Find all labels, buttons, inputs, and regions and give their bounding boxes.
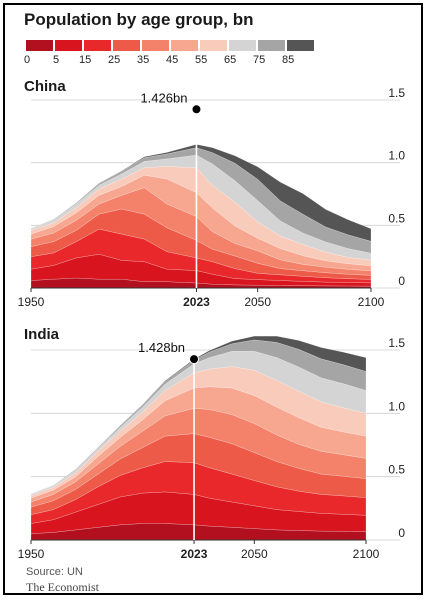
india-y-tick-label: 1.0	[388, 399, 405, 413]
china-y-tick-label: 1.0	[388, 149, 405, 163]
legend-swatch-35	[142, 40, 169, 51]
legend-tick-0: 0	[24, 54, 31, 66]
china-panel-title: China	[24, 78, 66, 95]
india-panel-title: India	[24, 326, 60, 343]
china-area-age-85	[30, 144, 372, 242]
india-x-tick-label: 1950	[18, 547, 45, 561]
india-marker-dot	[189, 354, 200, 365]
legend-tick-85: 85	[282, 54, 295, 66]
china-marker-label: 1.426bn	[140, 90, 187, 105]
china-x-tick-label: 1950	[18, 295, 45, 309]
legend-swatch-55	[200, 40, 227, 51]
legend-tick-65: 65	[224, 54, 237, 66]
legend-swatch-5	[55, 40, 82, 51]
china-y-tick-label: 0	[398, 274, 405, 288]
legend-swatch-65	[229, 40, 256, 51]
legend-tick-5: 5	[53, 54, 60, 66]
india-y-tick-label: 1.5	[388, 336, 405, 350]
figure-title: Population by age group, bn	[24, 10, 254, 29]
legend-swatch-25	[113, 40, 140, 51]
legend-tick-25: 25	[108, 54, 121, 66]
legend-tick-45: 45	[166, 54, 179, 66]
legend-tick-55: 55	[195, 54, 208, 66]
legend-swatch-0	[26, 40, 53, 51]
legend-tick-15: 15	[79, 54, 92, 66]
legend-tick-75: 75	[253, 54, 266, 66]
india-marker-label: 1.428bn	[138, 340, 185, 355]
india-x-tick-label: 2050	[241, 547, 268, 561]
india-y-tick-label: 0.5	[388, 463, 405, 477]
india-y-tick-label: 0	[398, 526, 405, 540]
legend-swatch-15	[84, 40, 111, 51]
source-note: Source: UN	[26, 566, 83, 578]
china-marker-dot	[191, 104, 202, 115]
legend-swatch-75	[258, 40, 285, 51]
china-y-tick-label: 1.5	[388, 86, 405, 100]
legend-swatch-45	[171, 40, 198, 51]
china-x-tick-label: 2023	[183, 295, 210, 309]
china-x-tick-label: 2050	[244, 295, 271, 309]
legend-swatch-85	[287, 40, 314, 51]
india-x-tick-label: 2100	[353, 547, 380, 561]
india-x-tick-label: 2023	[181, 547, 208, 561]
brand-logo: The Economist	[26, 580, 99, 594]
india-area-age-85	[30, 335, 367, 495]
china-x-tick-label: 2100	[358, 295, 385, 309]
china-y-tick-label: 0.5	[388, 211, 405, 225]
legend-tick-35: 35	[137, 54, 150, 66]
